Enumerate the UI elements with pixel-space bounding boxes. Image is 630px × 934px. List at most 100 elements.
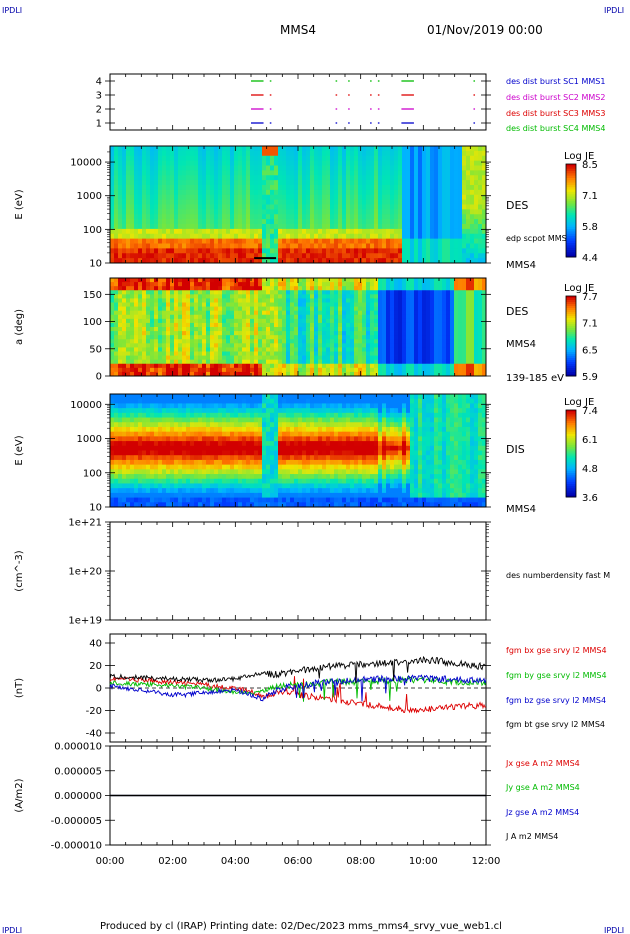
spectrogram-cell [474, 318, 479, 324]
spectrogram-cell [266, 243, 271, 249]
spectrogram-cell [202, 224, 207, 230]
spectrogram-cell [442, 278, 447, 283]
spectrogram-cell [454, 194, 459, 201]
spectrogram-cell [146, 204, 151, 210]
spectrogram-cell [462, 209, 467, 215]
spectrogram-cell [298, 204, 303, 210]
spectrogram-cell [438, 155, 443, 162]
des-energy-y-axis-label: E (eV) [14, 189, 25, 219]
spectrogram-cell [190, 248, 195, 254]
spectrogram-cell [222, 238, 227, 244]
spectrogram-cell [270, 343, 275, 348]
colorbar-segment [566, 164, 576, 167]
spectrogram-cell [242, 302, 247, 307]
spectrogram-cell [266, 253, 271, 259]
spectrogram-cell [270, 233, 275, 240]
spectrogram-cell [418, 298, 423, 303]
spectrogram-cell [194, 318, 199, 324]
spectrogram-cell [438, 238, 443, 244]
spectrogram-cell [138, 331, 143, 336]
spectrogram-cell [322, 253, 327, 259]
spectrogram-cell [362, 298, 367, 303]
spectrogram-cell [470, 189, 475, 196]
spectrogram-cell [258, 214, 263, 220]
spectrogram-cell [390, 290, 395, 295]
spectrogram-cell [434, 347, 439, 352]
spectrogram-cell [330, 290, 335, 295]
spectrogram-cell [258, 355, 263, 361]
spectrogram-cell [346, 228, 351, 235]
spectrogram-cell [454, 363, 459, 369]
spectrogram-cell [206, 199, 211, 205]
spectrogram-cell [170, 185, 175, 191]
spectrogram-cell [482, 282, 487, 287]
spectrogram-cell [190, 339, 195, 344]
spectrogram-cell [366, 258, 371, 264]
spectrogram-cell [262, 339, 267, 344]
spectrogram-cell [454, 310, 459, 316]
spectrogram-cell [114, 445, 119, 451]
spectrogram-cell [234, 310, 239, 316]
spectrogram-cell [366, 306, 371, 312]
spectrogram-cell [478, 347, 483, 352]
spectrogram-cell [430, 258, 435, 264]
spectrogram-cell [338, 355, 343, 361]
spectrogram-cell [130, 314, 135, 320]
spectrogram-cell [238, 331, 243, 336]
spectrogram-cell [418, 228, 423, 235]
spectrogram-cell [242, 165, 247, 171]
spectrogram-cell [302, 189, 307, 196]
spectrogram-cell [346, 150, 351, 157]
spectrogram-cell [298, 146, 303, 152]
spectrogram-cell [362, 306, 367, 312]
spectrogram-cell [370, 359, 375, 365]
spectrogram-cell [302, 175, 307, 181]
spectrogram-cell [366, 180, 371, 186]
spectrogram-cell [158, 253, 163, 259]
spectrogram-cell [270, 331, 275, 336]
spectrogram-cell [358, 238, 363, 244]
spectrogram-cell [350, 314, 355, 320]
burst-y-tick-label: 4 [96, 77, 102, 88]
spectrogram-cell [266, 339, 271, 344]
spectrogram-cell [394, 253, 399, 259]
spectrogram-cell [110, 343, 115, 348]
spectrogram-cell [206, 371, 211, 377]
spectrogram-cell [194, 298, 199, 303]
spectrogram-cell [414, 331, 419, 336]
spectrogram-cell [342, 343, 347, 348]
spectrogram-cell [426, 347, 431, 352]
spectrogram-cell [386, 155, 391, 162]
spectrogram-cell [254, 209, 259, 215]
spectrogram-cell [314, 359, 319, 365]
spectrogram-cell [158, 290, 163, 295]
spectrogram-cell [450, 355, 455, 361]
spectrogram-cell [294, 165, 299, 171]
spectrogram-cell [146, 335, 151, 340]
spectrogram-cell [110, 351, 115, 356]
spectrogram-cell [274, 248, 279, 254]
spectrogram-cell [194, 294, 199, 299]
spectrogram-cell [478, 224, 483, 230]
spectrogram-cell [458, 282, 463, 287]
spectrogram-cell [474, 363, 479, 369]
spectrogram-cell [134, 189, 139, 196]
spectrogram-cell [302, 314, 307, 320]
spectrogram-cell [274, 335, 279, 340]
spectrogram-cell [206, 278, 211, 283]
spectrogram-cell [390, 339, 395, 344]
spectrogram-cell [266, 165, 271, 171]
spectrogram-cell [278, 290, 283, 295]
spectrogram-cell [370, 343, 375, 348]
spectrogram-cell [326, 189, 331, 196]
spectrogram-cell [454, 155, 459, 162]
spectrogram-cell [138, 286, 143, 291]
spectrogram-cell [178, 367, 183, 373]
spectrogram-cell [474, 248, 479, 254]
spectrogram-cell [406, 322, 411, 328]
spectrogram-cell [234, 253, 239, 259]
spectrogram-cell [162, 248, 167, 254]
spectrogram-cell [310, 146, 315, 152]
spectrogram-cell [342, 282, 347, 287]
spectrogram-cell [358, 286, 363, 291]
